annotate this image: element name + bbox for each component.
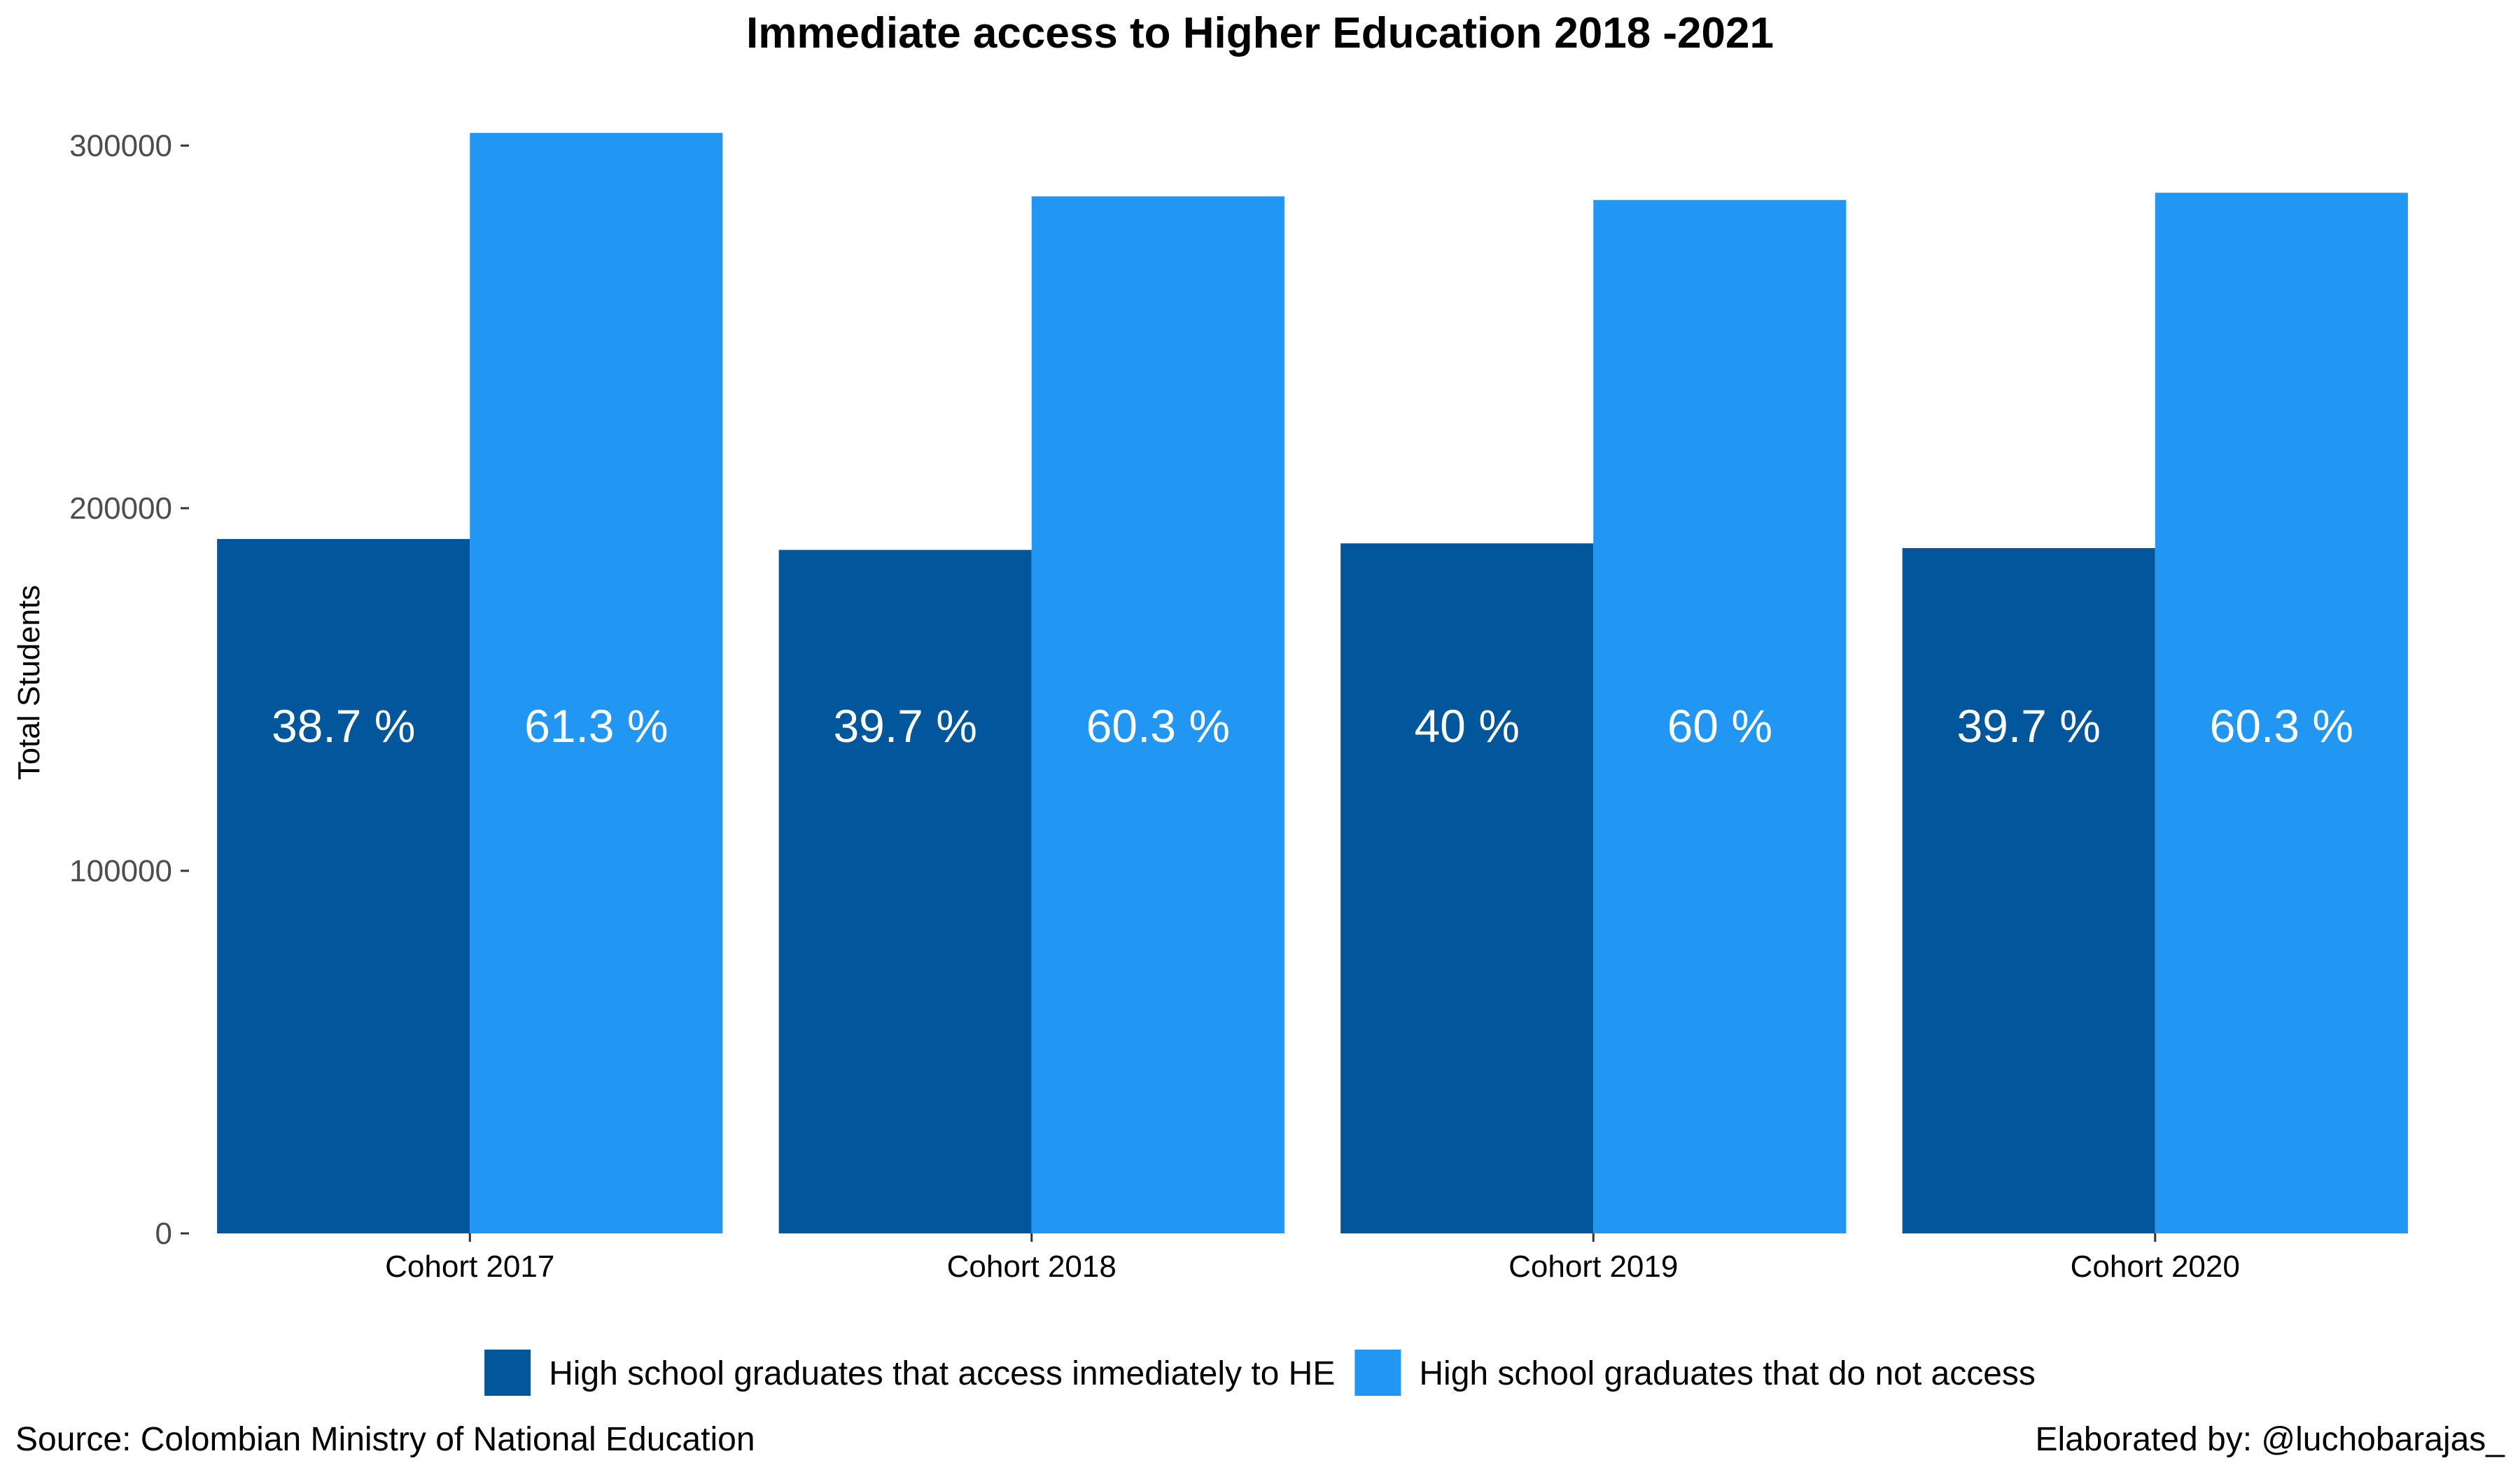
bar-value-label: 60 % xyxy=(1667,700,1772,752)
bar-value-label: 39.7 % xyxy=(1956,700,2100,752)
legend-label: High school graduates that access inmedi… xyxy=(549,1355,1335,1392)
bar-value-label: 61.3 % xyxy=(524,700,668,752)
bar-no-access-1 xyxy=(470,132,723,1233)
x-axis: Cohort 2017 Cohort 2018 Cohort 2019 Cohort … xyxy=(385,1233,2240,1284)
bar-no-access-2 xyxy=(1031,196,1284,1233)
bar-no-access-3 xyxy=(1593,200,1847,1234)
x-tick-label: Cohort 2017 xyxy=(385,1250,554,1284)
x-tick-label: Cohort 2018 xyxy=(947,1250,1116,1284)
bar-value-label: 39.7 % xyxy=(833,700,976,752)
x-tick-label: Cohort 2020 xyxy=(2071,1250,2240,1284)
bar-access-3 xyxy=(1340,543,1594,1233)
y-axis: 0 100000 200000 300000 xyxy=(69,129,189,1251)
bar-access-1 xyxy=(217,539,470,1233)
legend-label: High school graduates that do not access xyxy=(1419,1355,2036,1392)
legend-key xyxy=(1354,1350,1401,1396)
legend-item: High school graduates that do not access xyxy=(1354,1350,2036,1396)
y-tick-label: 0 xyxy=(155,1217,172,1251)
legend-key xyxy=(484,1350,531,1396)
bar-no-access-4 xyxy=(2155,192,2408,1234)
bar-access-2 xyxy=(778,550,1032,1233)
bar-value-label: 60.3 % xyxy=(1086,700,1230,752)
y-tick-label: 200000 xyxy=(69,491,172,526)
y-tick-label: 300000 xyxy=(69,129,172,163)
legend: High school graduates that access inmedi… xyxy=(484,1350,2036,1396)
author-caption: Elaborated by: @luchobarajas_ xyxy=(2036,1421,2506,1458)
source-caption: Source: Colombian Ministry of National E… xyxy=(15,1421,755,1458)
bar-value-label: 60.3 % xyxy=(2210,700,2353,752)
bar-value-label: 38.7 % xyxy=(272,700,415,752)
bar-access-4 xyxy=(1902,547,2155,1233)
bars-group: 38.7 % 61.3 % 39.7 % 60.3 % 40 % 60 % 39.7 % 60… xyxy=(217,132,2408,1234)
y-axis-title: Total Students xyxy=(12,585,46,780)
bar-value-label: 40 % xyxy=(1414,700,1519,752)
x-tick-label: Cohort 2019 xyxy=(1508,1250,1678,1284)
y-tick-label: 100000 xyxy=(69,854,172,888)
legend-item: High school graduates that access inmedi… xyxy=(484,1350,1335,1396)
chart-title: Immediate access to Higher Education 201… xyxy=(746,9,1774,57)
